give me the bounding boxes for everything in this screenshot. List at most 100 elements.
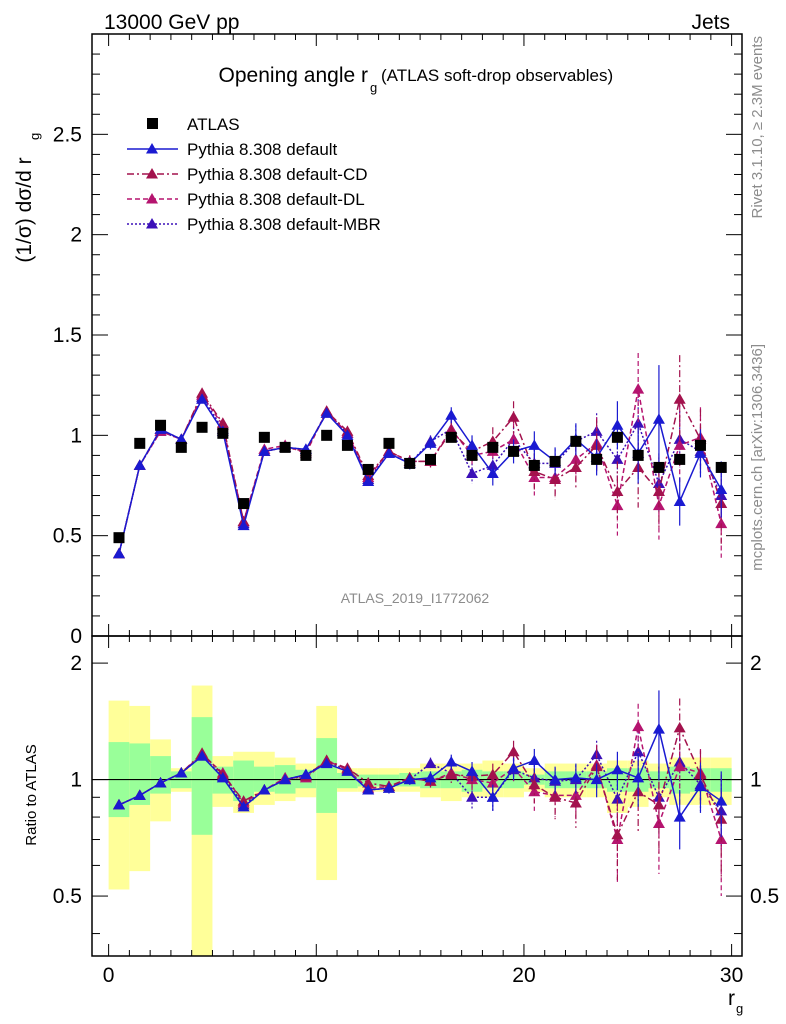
main-y-tick-label: 2.5 (53, 123, 82, 146)
main-point (445, 409, 458, 420)
main-point (528, 471, 541, 482)
ratio-band-inner (191, 717, 213, 835)
atlas-data-point (487, 441, 499, 453)
atlas-data-point (466, 449, 478, 461)
ratio-point (216, 771, 229, 783)
ratio-point (611, 828, 624, 840)
main-y-tick-label: 1 (70, 424, 82, 447)
main-point (632, 417, 645, 428)
ratio-y-tick-label-left: 2 (70, 652, 82, 675)
ratio-point (486, 791, 499, 802)
atlas-data-point (155, 419, 167, 431)
legend-marker-triangle (146, 143, 158, 154)
ratio-point (341, 765, 354, 776)
x-axis-label: r g (728, 987, 743, 1016)
ratio-point (133, 789, 146, 800)
header-left: 13000 GeV pp (104, 11, 239, 34)
ratio-y-tick-label-right: 2 (750, 652, 762, 675)
legend-label: Pythia 8.308 default-DL (187, 190, 365, 209)
main-series-pythia-8-308-default-mbr (112, 391, 728, 559)
ratio-point (445, 756, 458, 767)
ratio-point (466, 765, 479, 776)
ratio-point (528, 778, 541, 790)
ratio-band-inner (233, 760, 254, 802)
ratio-point (237, 800, 250, 812)
ratio-band-inner (150, 756, 171, 794)
ratio-point (424, 757, 437, 769)
legend-marker-triangle (146, 218, 158, 229)
main-point (611, 453, 624, 464)
main-series-line (118, 389, 722, 554)
atlas-data-point (674, 453, 686, 465)
atlas-data-point (196, 421, 208, 433)
legend-marker-triangle (146, 168, 158, 179)
main-series-line (118, 397, 722, 554)
atlas-data-point (404, 457, 416, 469)
main-point (694, 447, 707, 458)
main-point (632, 383, 645, 394)
atlas-data-point (238, 498, 250, 510)
legend-marker-triangle (146, 193, 158, 204)
main-y-axis-label: (1/σ) dσ/d r g (13, 133, 42, 263)
analysis-watermark: ATLAS_2019_I1772062 (341, 590, 490, 606)
main-point (258, 445, 271, 456)
main-point (507, 433, 520, 444)
ratio-point (673, 760, 686, 772)
x-tick-label: 10 (305, 964, 328, 987)
atlas-data-point (258, 431, 270, 443)
main-point (382, 447, 395, 458)
legend-label: Pythia 8.308 default-MBR (187, 215, 381, 234)
main-point (341, 429, 354, 440)
ratio-point (632, 745, 645, 757)
ratio-point (175, 766, 188, 778)
ratio-point (299, 768, 312, 780)
ratio-point (569, 771, 582, 783)
legend-label: Pythia 8.308 default-CD (187, 165, 368, 184)
header-right: Jets (691, 11, 730, 34)
main-point (611, 499, 624, 511)
atlas-data-point (341, 439, 353, 451)
main-y-tick-label: 1.5 (53, 324, 82, 347)
ratio-point (673, 811, 686, 822)
x-axis-ticks: 0 10 20 30 (103, 34, 743, 987)
ratio-series-pythia-8-308-default (112, 690, 728, 850)
ratio-point (611, 793, 624, 804)
legend: ATLAS Pythia 8.308 default Pythia 8.308 de… (127, 115, 381, 234)
main-point (611, 419, 624, 430)
legend-marker-square (147, 118, 158, 129)
atlas-data-point (175, 441, 187, 453)
ratio-series-line (118, 749, 722, 812)
ratio-point (673, 721, 686, 733)
legend-entry: Pythia 8.308 default (127, 140, 338, 159)
atlas-data-point (591, 453, 603, 465)
ratio-point (362, 776, 375, 788)
main-point (652, 413, 665, 424)
main-point (673, 393, 686, 404)
main-point (715, 483, 728, 495)
atlas-data-point (715, 461, 727, 473)
plot-title-paren: (ATLAS soft-drop observables) (381, 66, 613, 85)
atlas-data-point (383, 437, 395, 449)
ratio-point (445, 768, 458, 780)
x-tick-label: 20 (512, 964, 535, 987)
main-point (196, 387, 209, 398)
atlas-data-point (653, 461, 665, 473)
ratio-series-line (118, 725, 722, 837)
ratio-point (507, 762, 520, 773)
x-tick-label: 0 (103, 964, 115, 987)
ratio-point (528, 754, 541, 766)
main-y-label: (1/σ) dσ/d r (13, 157, 36, 262)
main-y-tick-label: 2 (70, 224, 82, 247)
main-y-label-sub: g (27, 133, 42, 140)
ratio-point (466, 791, 479, 802)
legend-label: ATLAS (187, 115, 240, 134)
main-series-line (118, 391, 722, 554)
ratio-plot-frame (91, 635, 743, 957)
main-point (112, 547, 125, 559)
main-point (673, 495, 686, 507)
plot-title-sub: g (370, 80, 377, 95)
ratio-point (569, 789, 582, 800)
main-point (673, 439, 686, 450)
x-tick-label: 30 (720, 964, 743, 987)
